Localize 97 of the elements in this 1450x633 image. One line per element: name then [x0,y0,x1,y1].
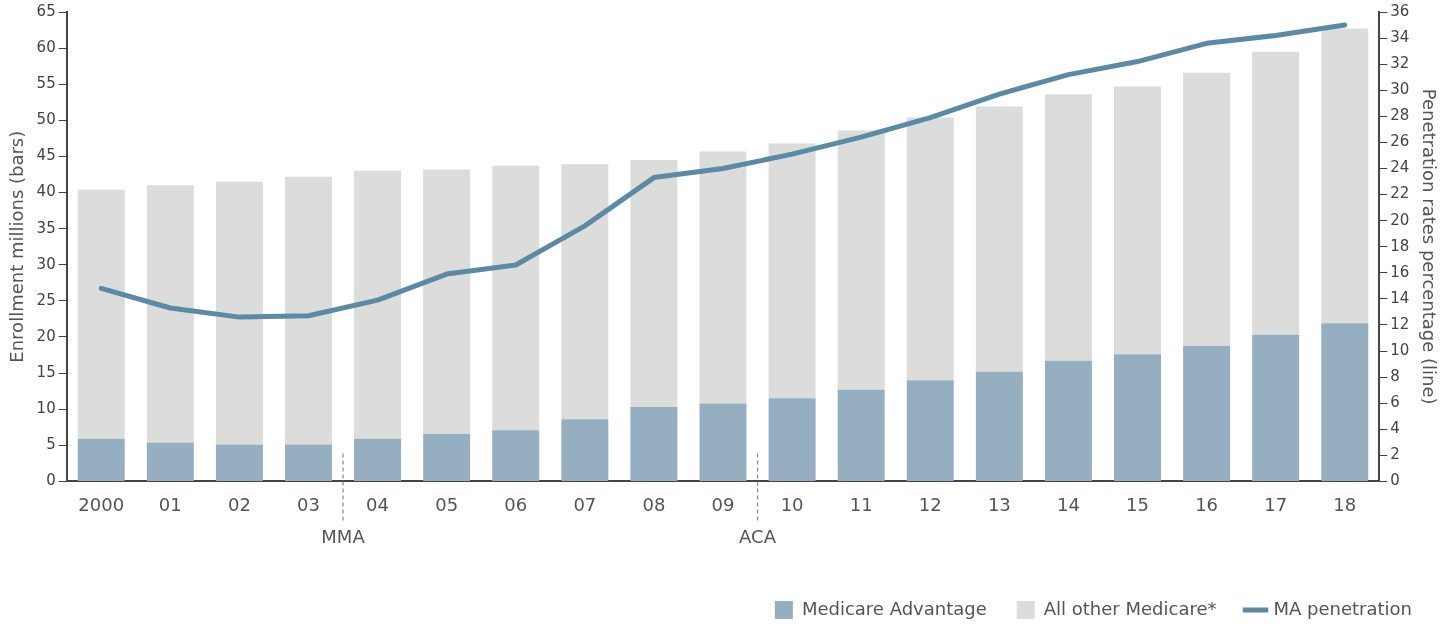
x-tick-label: 03 [297,493,320,515]
y-tick-label: 30 [36,254,56,273]
bar [492,165,540,431]
x-tick-label: 01 [158,493,182,515]
bar [768,143,816,399]
bar [561,419,609,481]
y2-tick-label: 8 [1390,366,1400,385]
bar [354,438,402,481]
y2-tick-label: 16 [1390,262,1410,281]
x-tick-label: 05 [435,493,459,515]
x-tick-label: 14 [1056,493,1080,515]
bar [1252,51,1300,335]
bar [77,438,125,481]
x-tick-label: 2000 [78,493,125,515]
x-tick-label: 09 [711,493,735,515]
y-tick-label: 5 [46,435,56,454]
bar [837,130,885,390]
text: ACA [739,526,777,548]
bar [1114,354,1161,481]
y2-tick-label: 2 [1390,445,1400,464]
legend-label: MA penetration [1273,597,1412,619]
x-tick-label: 15 [1126,493,1149,515]
y2-tick-label: 10 [1390,340,1410,359]
y2-tick-label: 30 [1390,80,1410,99]
x-tick-label: 08 [642,493,666,515]
x-tick-label: 04 [366,493,390,515]
y-tick-label: 25 [36,290,56,309]
bar [699,403,747,481]
bar [1044,360,1092,481]
x-tick-label: 16 [1195,493,1219,515]
y2-tick-label: 24 [1390,158,1410,177]
x-tick-label: 06 [504,493,528,515]
y2-axis-title: Penetration rates percentage (line) [1418,88,1440,405]
bar [1183,345,1231,481]
bar [906,380,954,481]
x-tick-label: 11 [849,493,873,515]
bar [77,189,125,439]
bar [975,106,1023,372]
legend-label: All other Medicare* [1043,597,1217,619]
bar [1114,86,1161,355]
bar [423,169,471,434]
y-tick-label: 15 [36,362,56,381]
x-tick-label: 13 [987,493,1011,515]
y-tick-label: 50 [36,110,56,129]
x-tick-label: 02 [227,493,251,515]
bar [699,151,747,404]
y-axis-title: Enrollment millions (bars) [6,130,28,363]
y-tick-label: 0 [46,471,56,490]
y-tick-label: 60 [36,38,56,56]
legend-label: Medicare Advantage [801,597,987,619]
bar [630,407,678,481]
bar [215,444,263,481]
bar [630,160,678,408]
bar [906,117,954,381]
bar [837,389,885,481]
bar [354,170,402,439]
bar [1252,334,1300,481]
y-tick-label: 35 [36,218,56,237]
y2-tick-label: 28 [1390,106,1410,125]
bar [561,164,609,420]
bar [1321,323,1369,481]
y2-tick-label: 4 [1390,419,1400,438]
bar [215,181,263,445]
y2-tick-label: 32 [1390,54,1410,73]
x-tick-label: 07 [573,493,597,515]
bar [146,185,194,443]
bar [423,433,471,481]
x-tick-label: 12 [918,493,942,515]
y2-tick-label: 22 [1390,184,1410,203]
bar [492,430,540,481]
y2-tick-label: 18 [1390,236,1410,255]
y2-tick-label: 20 [1390,210,1410,229]
bar [1321,28,1369,324]
y-tick-label: 40 [36,182,56,201]
text: MMA [321,526,366,548]
bar [285,444,332,481]
y2-tick-label: 34 [1390,27,1410,46]
bar [768,398,816,481]
x-tick-label: 18 [1333,493,1357,515]
y2-tick-label: 36 [1390,1,1410,20]
y2-tick-label: 12 [1390,314,1410,333]
y2-tick-label: 26 [1390,132,1410,151]
bar [146,442,194,481]
y2-tick-label: 14 [1390,288,1410,307]
y-tick-label: 55 [36,74,56,93]
y-tick-label: 65 [36,1,56,20]
x-tick-label: 10 [780,493,804,515]
bar [1183,72,1231,346]
bar [975,371,1023,481]
y2-tick-label: 0 [1390,471,1400,490]
y-tick-label: 45 [36,146,56,165]
x-tick-label: 17 [1264,493,1288,515]
y2-tick-label: 6 [1390,393,1400,412]
y-tick-label: 20 [36,326,56,345]
y-tick-label: 10 [36,399,56,418]
bar [285,176,332,445]
bar [1044,94,1092,361]
